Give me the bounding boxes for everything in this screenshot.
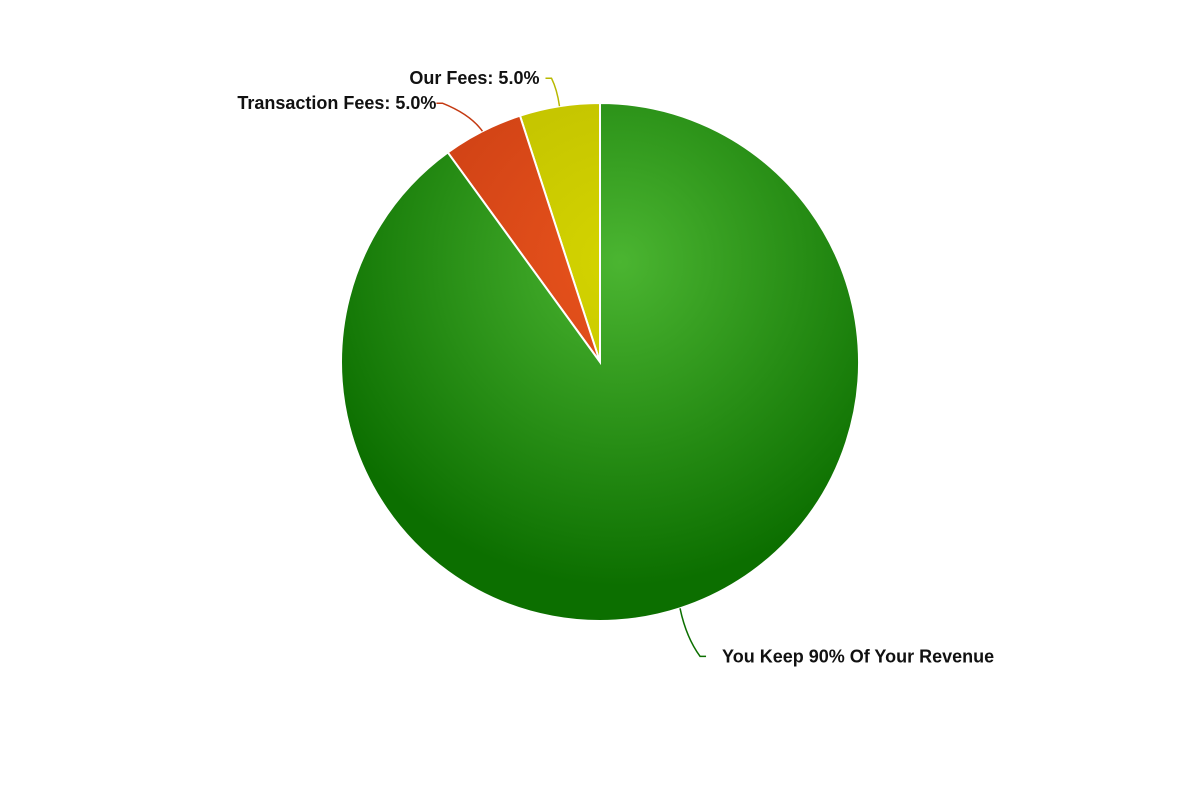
slice-labels-group: Our Fees: 5.0% Transaction Fees: 5.0% You … [237,68,994,666]
slice-label: Transaction Fees: 5.0% [237,93,436,113]
slice-label: Our Fees: 5.0% [409,68,539,88]
leader-lines-group [436,77,707,658]
pie-slice [340,101,860,622]
slices-group [340,101,860,622]
slice-label: You Keep 90% Of Your Revenue [722,646,994,666]
leader-line [679,608,707,658]
leader-line [545,77,561,107]
leader-line [436,102,484,132]
